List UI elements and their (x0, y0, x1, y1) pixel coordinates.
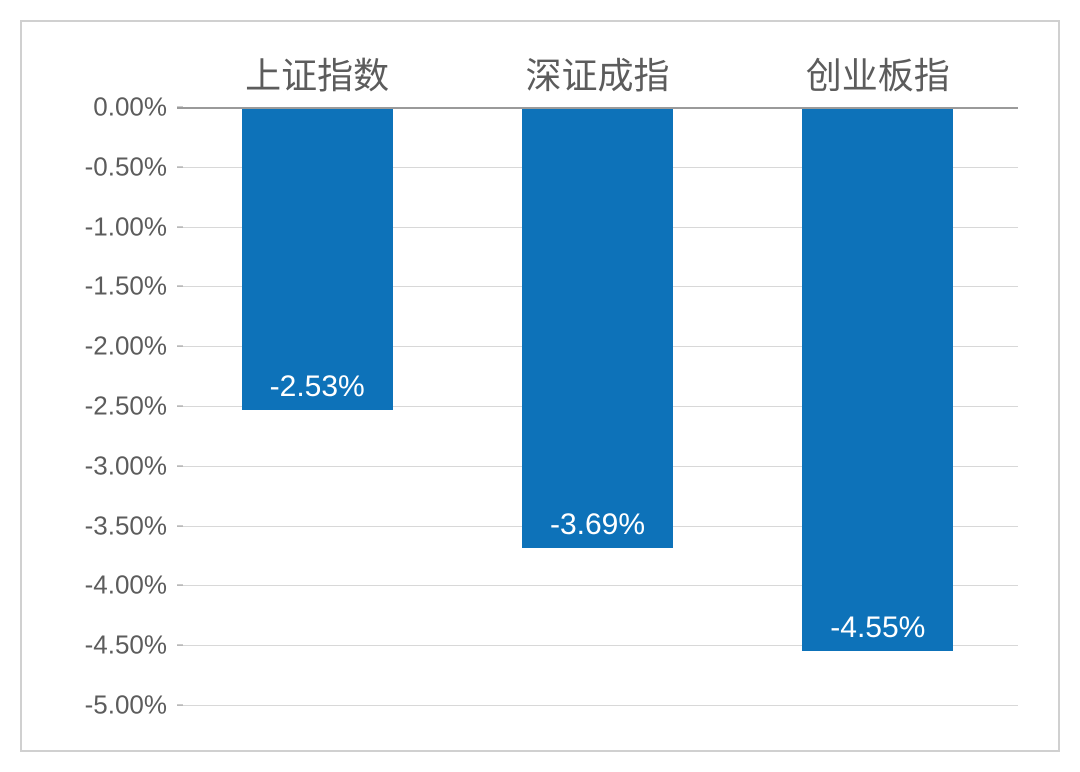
y-tick-label: 0.00% (93, 92, 167, 123)
y-tick-label: -4.00% (85, 570, 167, 601)
data-label: -4.55% (830, 611, 925, 645)
x-label-1: 深证成指 (525, 47, 669, 99)
zero-axis-line (177, 107, 1018, 109)
y-tick-label: -2.50% (85, 391, 167, 422)
bars-area: -2.53% -3.69% -4.55% (177, 107, 1018, 705)
bar-0: -2.53% (242, 107, 393, 410)
x-label-0: 上证指数 (245, 47, 389, 99)
x-axis-labels: 上证指数 深证成指 创业板指 (177, 47, 1018, 97)
chart-container: 上证指数 深证成指 创业板指 0.00% -0.50% -1.00% -1.50… (20, 20, 1060, 752)
data-label: -2.53% (270, 370, 365, 404)
bar-rect: -3.69% (522, 107, 673, 548)
x-label-2: 创业板指 (806, 47, 950, 99)
bar-rect: -4.55% (802, 107, 953, 651)
plot-area: 0.00% -0.50% -1.00% -1.50% -2.00% -2.50%… (22, 107, 1058, 705)
y-tick-label: -2.00% (85, 331, 167, 362)
y-tick-label: -3.50% (85, 510, 167, 541)
y-tick-label: -3.00% (85, 450, 167, 481)
y-tick-label: -5.00% (85, 690, 167, 721)
y-tick-label: -1.00% (85, 211, 167, 242)
bar-1: -3.69% (522, 107, 673, 548)
grid-line (177, 705, 1018, 706)
y-tick-label: -1.50% (85, 271, 167, 302)
y-tick-label: -0.50% (85, 151, 167, 182)
data-label: -3.69% (550, 508, 645, 542)
bar-2: -4.55% (802, 107, 953, 651)
bar-rect: -2.53% (242, 107, 393, 410)
y-axis: 0.00% -0.50% -1.00% -1.50% -2.00% -2.50%… (22, 107, 177, 705)
y-tick-label: -4.50% (85, 630, 167, 661)
